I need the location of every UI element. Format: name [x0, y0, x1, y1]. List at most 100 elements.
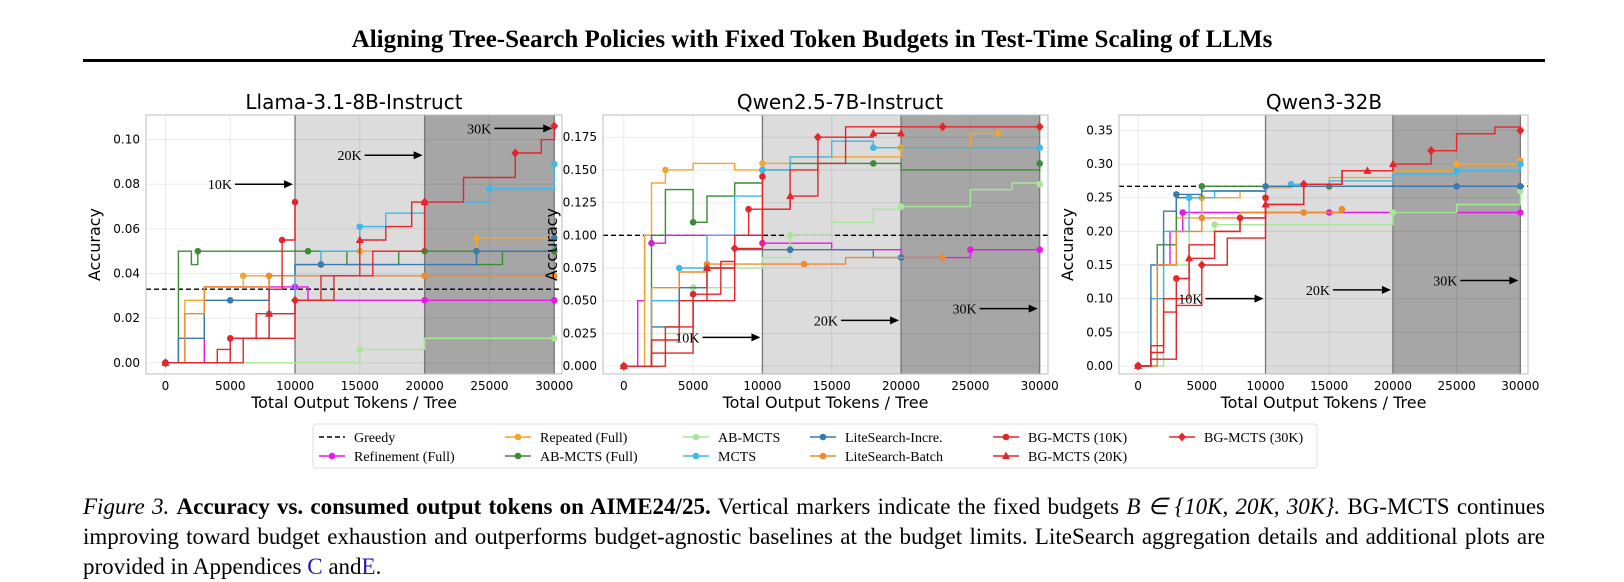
chart-title: Qwen3-32B [1266, 90, 1382, 114]
budget-region-30k [901, 115, 1040, 374]
point-bg-mcts-30k [550, 121, 559, 131]
page-title: Aligning Tree-Search Policies with Fixed… [351, 26, 1273, 53]
point-bg-mcts-30k [730, 243, 739, 253]
point-bg-mcts-10k [759, 173, 766, 180]
x-tick-label: 20000 [406, 379, 444, 393]
point-refinement-full [1036, 246, 1043, 254]
x-tick-label: 20000 [882, 379, 920, 393]
legend-label: Refinement (Full) [354, 450, 455, 465]
point-litesearch-incre [317, 261, 325, 268]
budget-arrow-head [413, 151, 423, 160]
caption-ref-c[interactable]: C [307, 554, 323, 579]
point-ab-mcts [786, 232, 794, 239]
point-bg-mcts-10k [278, 236, 286, 244]
point-litesearch-batch [265, 272, 273, 280]
caption-text-1: Vertical markers indicate the fixed budg… [717, 494, 1120, 519]
point-mcts [1036, 144, 1043, 152]
point-ab-mcts-full [689, 218, 697, 226]
budget-arrow-label: 10K [1178, 293, 1202, 308]
point-ab-mcts [1211, 221, 1218, 228]
legend-marker [1178, 432, 1186, 442]
chart-panel-2: 0 5000 10000 15000 20000 25000 30000 0.000 0.025… [542, 90, 1059, 412]
point-refinement-full [550, 297, 558, 304]
point-mcts [550, 160, 558, 168]
point-litesearch-incre [550, 234, 558, 242]
x-tick-label: 5000 [1187, 379, 1218, 393]
caption-ref-e[interactable]: E [361, 554, 376, 579]
x-tick-label: 25000 [470, 379, 508, 393]
point-litesearch-incre [1453, 183, 1460, 190]
legend-label: Repeated (Full) [540, 431, 628, 446]
point-refinement-full [421, 297, 428, 304]
point-bg-mcts-30k [1516, 125, 1525, 135]
legend-marker [819, 452, 827, 460]
legend-item-bg-mcts-10k: BG-MCTS (10K) [993, 431, 1128, 446]
y-tick-label: 0.30 [1086, 157, 1113, 171]
x-tick-label: 5000 [215, 379, 246, 393]
point-litesearch-batch [1198, 214, 1206, 222]
y-tick-label: 0.075 [563, 261, 597, 275]
point-ab-mcts [1036, 181, 1043, 188]
y-tick-label: 0.10 [1086, 292, 1113, 306]
legend-item-ab-mcts: AB-MCTS [683, 431, 780, 446]
legend-label: AB-MCTS [718, 431, 780, 446]
point-bg-mcts-30k [619, 361, 628, 371]
point-repeated-full [759, 160, 766, 167]
point-bg-mcts-10k [689, 290, 697, 298]
point-bg-mcts-30k [1427, 146, 1436, 156]
legend-marker [514, 452, 522, 460]
chart-panel-3: 0 5000 10000 15000 20000 25000 30000 0.00 0.05 0.… [1058, 90, 1539, 412]
y-tick-label: 0.35 [1086, 123, 1113, 137]
point-ab-mcts [1389, 209, 1397, 216]
point-bg-mcts-30k [938, 122, 947, 132]
legend-label: BG-MCTS (10K) [1028, 431, 1128, 446]
x-tick-label: 15000 [341, 379, 379, 393]
legend-marker [514, 433, 522, 441]
y-axis-label: Accuracy [85, 208, 104, 281]
budget-arrow-label: 30K [1433, 274, 1457, 289]
point-ab-mcts-full [194, 247, 202, 255]
y-tick-label: 0.25 [1086, 191, 1113, 205]
point-mcts [1517, 160, 1524, 168]
y-tick-label: 0.00 [113, 356, 140, 370]
point-bg-mcts-20k [1185, 253, 1194, 262]
point-litesearch-batch [550, 272, 558, 280]
budget-arrow-head [751, 333, 761, 342]
legend-item-bg-mcts-30k: BG-MCTS (30K) [1169, 431, 1304, 446]
point-ab-mcts-full [304, 247, 312, 255]
point-bg-mcts-20k [355, 235, 364, 244]
caption-math: B ∈ {10K, 20K, 30K}. [1126, 494, 1341, 519]
y-tick-label: 0.150 [563, 163, 597, 177]
budget-arrow-label: 20K [814, 314, 838, 329]
y-tick-label: 0.100 [563, 228, 597, 242]
legend-marker [328, 452, 336, 460]
legend-item-ab-mcts-full: AB-MCTS (Full) [505, 450, 638, 465]
point-bg-mcts-20k [1261, 199, 1270, 208]
y-tick-label: 0.125 [563, 196, 597, 210]
point-repeated-full [473, 234, 480, 242]
series-bg-mcts-30k [623, 126, 1040, 367]
point-ab-mcts [550, 334, 558, 342]
legend: Greedy Refinement (Full) Repeated (Full) AB… [312, 423, 1318, 469]
figure-3: 0 5000 10000 15000 20000 25000 30000 0.00 0.02 0.… [85, 90, 1539, 469]
point-bg-mcts-30k [511, 148, 520, 158]
x-tick-label: 0 [1134, 379, 1142, 393]
point-mcts [1185, 194, 1193, 202]
point-litesearch-incre [226, 297, 234, 304]
point-bg-mcts-30k [420, 197, 429, 207]
point-ab-mcts-full [1198, 183, 1206, 190]
x-tick-label: 30000 [535, 379, 573, 393]
x-tick-label: 20000 [1374, 379, 1412, 393]
legend-marker [692, 433, 700, 441]
point-litesearch-batch [1338, 205, 1346, 213]
x-tick-label: 5000 [678, 379, 709, 393]
caption-label: Figure 3. [83, 494, 170, 519]
series-bg-mcts-10k [165, 202, 296, 364]
point-bg-mcts-30k [1134, 361, 1143, 371]
budget-region-20k [1265, 115, 1393, 374]
x-tick-label: 10000 [1246, 379, 1284, 393]
caption-and: and [328, 554, 362, 579]
y-tick-label: 0.050 [563, 294, 597, 308]
series-bg-mcts-10k [623, 176, 764, 367]
point-refinement-full [1179, 209, 1187, 216]
